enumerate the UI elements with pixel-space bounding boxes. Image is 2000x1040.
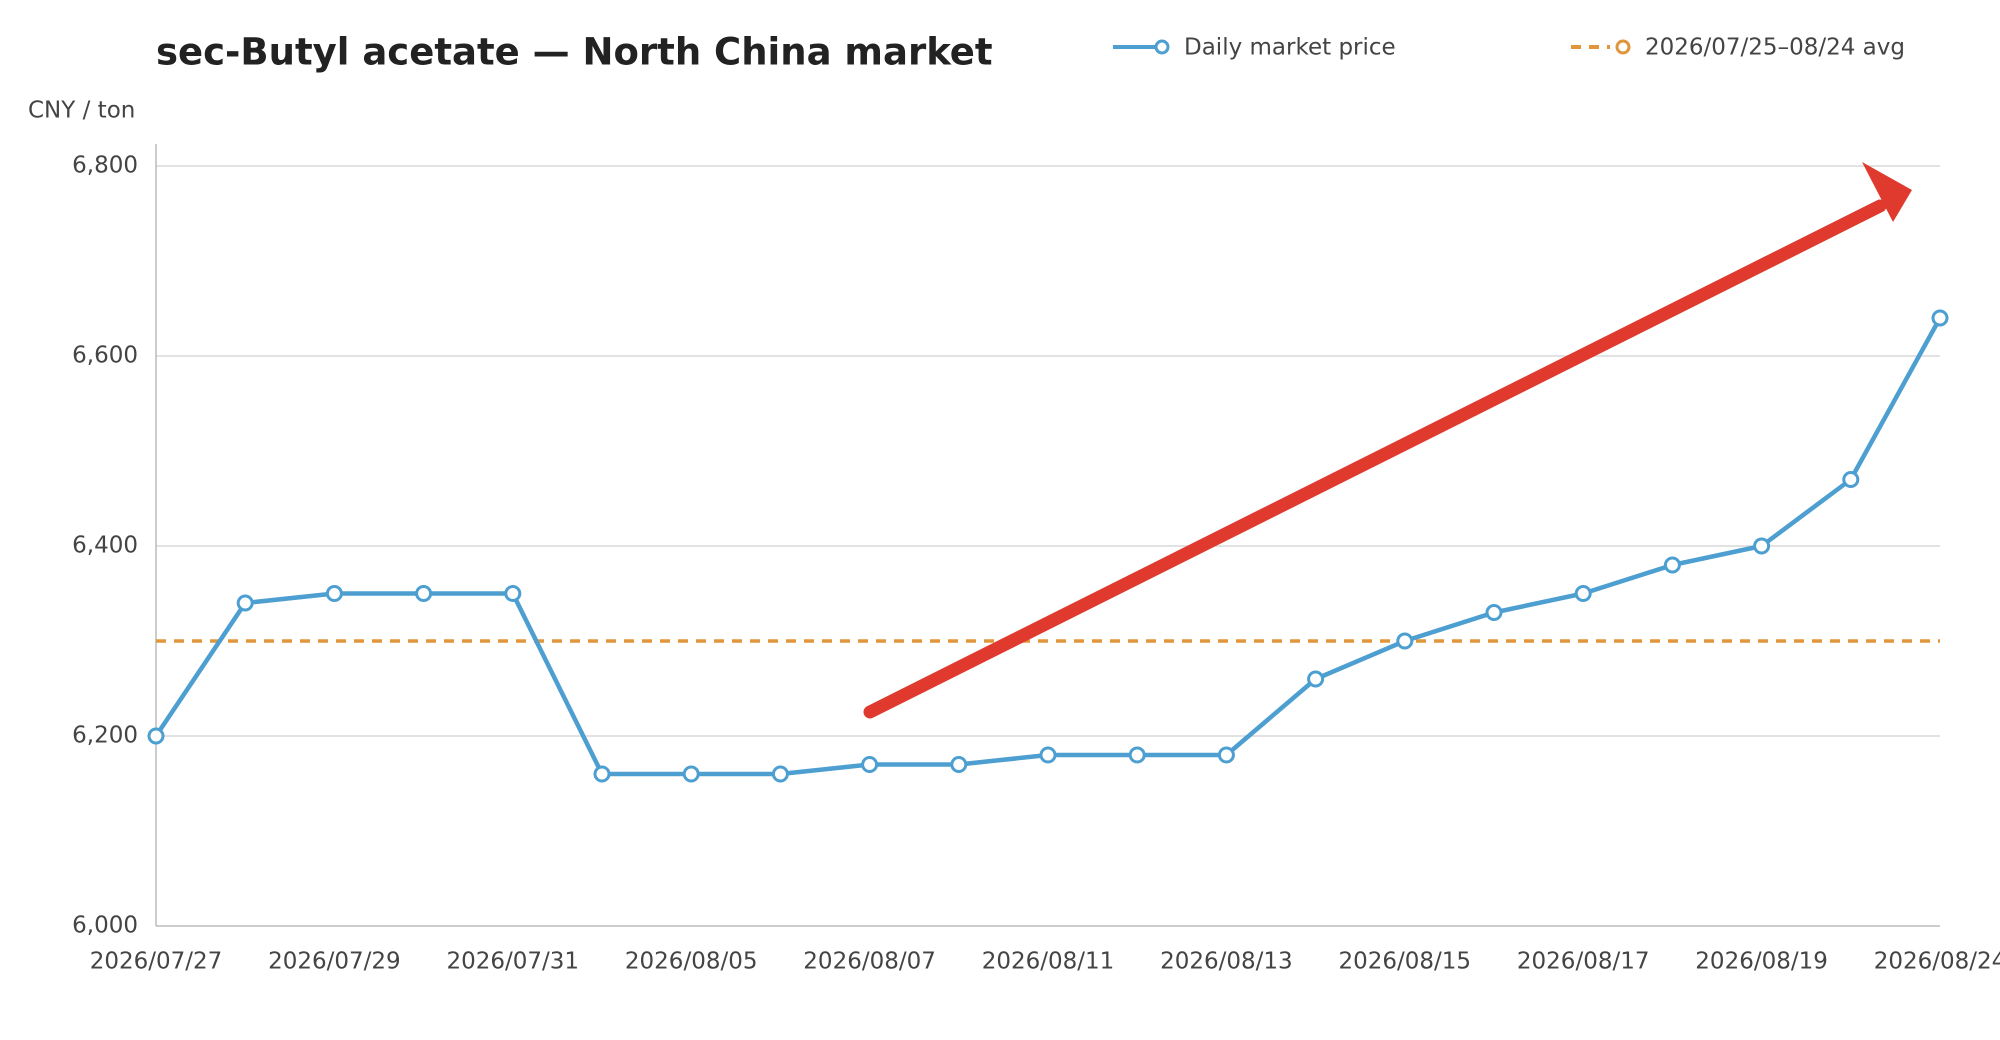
- point: [593, 765, 611, 783]
- y-axis-label: CNY / ton: [28, 98, 135, 124]
- x-tick-label: 2026/07/31: [447, 949, 580, 975]
- point: [1753, 537, 1771, 555]
- point: [1128, 746, 1146, 764]
- point: [1574, 585, 1592, 602]
- chart-title: sec-Butyl acetate — North China market: [156, 31, 993, 74]
- x-tick-label: 2026/08/07: [803, 949, 936, 975]
- point: [1485, 604, 1503, 621]
- legend-label: Daily market price: [1184, 35, 1396, 61]
- x-tick-label: 2026/08/13: [1160, 949, 1293, 975]
- point: [1663, 556, 1681, 574]
- legend-label: 2026/07/25–08/24 avg: [1645, 35, 1905, 61]
- legend-marker: [1615, 39, 1631, 55]
- x-tick-label: 2026/07/29: [268, 949, 401, 975]
- y-tick-label: 6,200: [72, 723, 138, 749]
- point: [1396, 632, 1414, 650]
- point: [771, 765, 789, 783]
- y-tick-label: 6,600: [72, 343, 138, 369]
- point: [236, 594, 254, 612]
- y-tick-label: 6,800: [72, 153, 138, 179]
- point: [1217, 746, 1235, 764]
- point: [1842, 471, 1860, 488]
- legend: Daily market price 2026/07/25–08/24 avg: [1113, 35, 1905, 61]
- point: [861, 756, 879, 773]
- x-tick-label: 2026/08/24: [1874, 949, 2000, 975]
- point: [147, 727, 165, 745]
- point: [504, 585, 522, 602]
- x-tick-label: 2026/08/11: [982, 949, 1115, 975]
- x-tick-label: 2026/07/27: [90, 949, 223, 975]
- point: [950, 756, 968, 773]
- x-tick-label: 2026/08/19: [1695, 949, 1828, 975]
- point: [415, 585, 433, 602]
- y-tick-label: 6,400: [72, 533, 138, 559]
- point: [682, 765, 700, 783]
- point: [325, 585, 343, 602]
- x-tick-label: 2026/08/05: [625, 949, 758, 975]
- point: [1931, 309, 1949, 327]
- trend-arrow: [863, 199, 1887, 719]
- y-tick-label: 6,000: [72, 913, 138, 939]
- x-tick-label: 2026/08/15: [1339, 949, 1472, 975]
- point: [1307, 670, 1325, 688]
- x-tick-label: 2026/08/17: [1517, 949, 1650, 975]
- point: [1039, 746, 1057, 764]
- legend-marker: [1154, 39, 1170, 55]
- trend-arrowhead: [1862, 162, 1912, 222]
